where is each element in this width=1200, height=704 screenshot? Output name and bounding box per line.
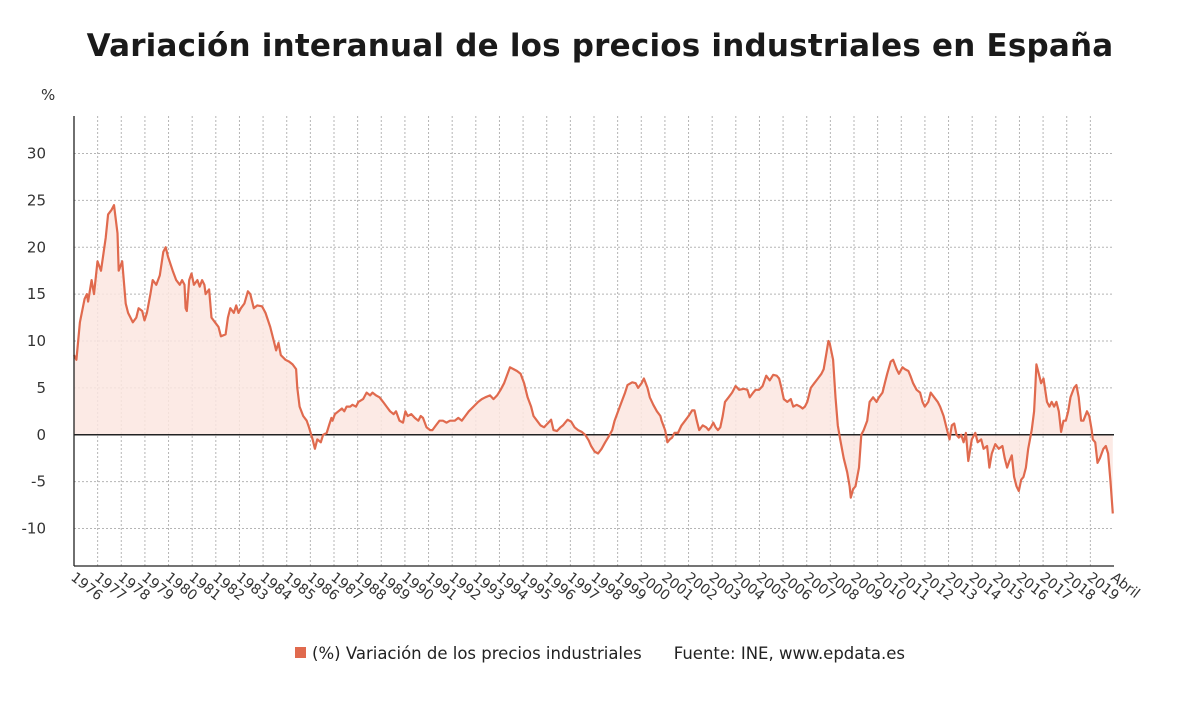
legend-series-label: (%) Variación de los precios industriale…	[312, 644, 642, 663]
y-tick-labels: -10 -5 0 5 10 15 20 25 30	[22, 145, 47, 538]
y-tick-label: 30	[27, 145, 46, 163]
legend-swatch	[295, 647, 307, 658]
area-layer	[74, 205, 1113, 514]
chart-title: Variación interanual de los precios indu…	[86, 28, 1114, 64]
y-tick-label: 20	[27, 238, 46, 256]
legend: (%) Variación de los precios industriale…	[0, 644, 1200, 663]
y-axis-unit-label: %	[41, 86, 56, 104]
axes	[73, 116, 1114, 567]
y-tick-label: -5	[31, 473, 46, 491]
source-note: Fuente: INE, www.epdata.es	[673, 644, 905, 663]
y-tick-label: 5	[36, 379, 46, 397]
y-tick-label: -10	[22, 520, 47, 538]
series-area	[74, 205, 1113, 514]
y-tick-label: 25	[27, 191, 46, 209]
y-tick-label: 15	[27, 285, 46, 303]
x-tick-labels: 1976197719781979198019811982198319841985…	[68, 570, 1143, 605]
y-tick-label: 0	[36, 426, 46, 444]
y-tick-label: 10	[27, 332, 46, 350]
series-line-layer	[73, 204, 1114, 514]
series-line	[73, 204, 1114, 514]
